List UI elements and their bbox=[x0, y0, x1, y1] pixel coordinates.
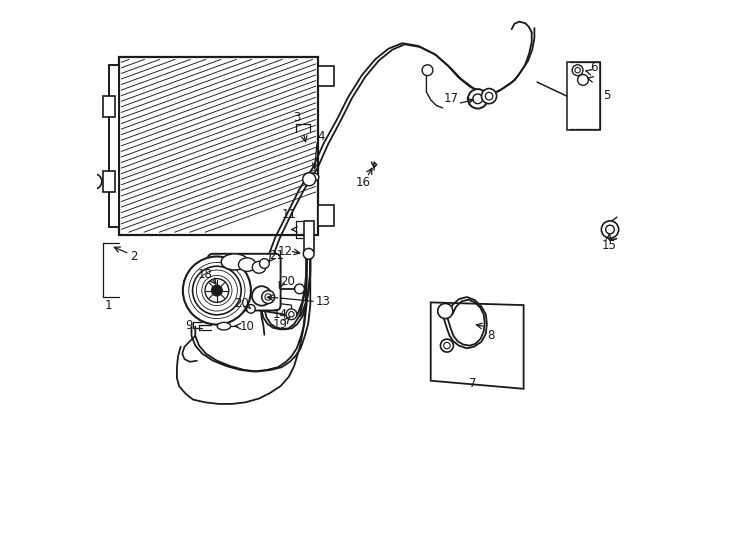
Bar bbox=[305, 221, 313, 251]
Text: 19: 19 bbox=[273, 318, 288, 330]
Bar bbox=[567, 62, 600, 130]
Text: 21: 21 bbox=[269, 249, 284, 262]
Circle shape bbox=[440, 339, 454, 352]
Circle shape bbox=[422, 65, 433, 76]
Circle shape bbox=[205, 279, 229, 302]
Circle shape bbox=[578, 75, 589, 85]
Circle shape bbox=[211, 285, 222, 296]
Bar bbox=[319, 66, 333, 86]
Circle shape bbox=[437, 303, 453, 319]
Bar bbox=[119, 57, 319, 235]
Text: 9: 9 bbox=[185, 319, 192, 332]
Circle shape bbox=[302, 173, 316, 186]
Circle shape bbox=[473, 94, 482, 104]
Bar bbox=[103, 96, 115, 117]
Text: 2: 2 bbox=[130, 250, 137, 263]
Bar bbox=[103, 171, 115, 192]
Circle shape bbox=[87, 174, 102, 189]
Ellipse shape bbox=[221, 254, 248, 270]
Circle shape bbox=[262, 291, 275, 303]
Circle shape bbox=[482, 89, 497, 104]
Circle shape bbox=[265, 294, 272, 300]
Text: 5: 5 bbox=[603, 89, 611, 102]
Circle shape bbox=[294, 284, 305, 294]
Bar bbox=[319, 205, 333, 226]
Circle shape bbox=[260, 259, 269, 268]
Circle shape bbox=[468, 89, 487, 109]
Text: 10: 10 bbox=[240, 320, 255, 333]
Circle shape bbox=[601, 221, 619, 238]
Circle shape bbox=[485, 92, 493, 100]
Circle shape bbox=[252, 286, 272, 306]
Text: 16: 16 bbox=[355, 176, 370, 189]
Ellipse shape bbox=[217, 322, 230, 330]
Bar bbox=[119, 57, 319, 235]
Text: 4: 4 bbox=[317, 130, 325, 143]
Ellipse shape bbox=[252, 261, 266, 273]
Circle shape bbox=[303, 248, 314, 259]
Text: 11: 11 bbox=[281, 208, 297, 221]
Text: 20: 20 bbox=[280, 275, 294, 288]
Circle shape bbox=[288, 312, 294, 317]
Text: 8: 8 bbox=[487, 329, 495, 342]
Text: 20: 20 bbox=[234, 297, 249, 310]
Text: 12: 12 bbox=[277, 245, 292, 258]
Circle shape bbox=[309, 173, 317, 181]
Circle shape bbox=[286, 309, 297, 320]
Text: 15: 15 bbox=[601, 239, 617, 252]
Circle shape bbox=[606, 225, 614, 234]
Ellipse shape bbox=[239, 258, 255, 271]
FancyBboxPatch shape bbox=[208, 254, 280, 310]
Circle shape bbox=[192, 266, 241, 315]
Text: 14: 14 bbox=[273, 308, 288, 321]
Text: 18: 18 bbox=[197, 268, 212, 281]
Bar bbox=[109, 65, 119, 227]
Text: 17: 17 bbox=[443, 92, 458, 105]
Circle shape bbox=[443, 342, 450, 349]
Text: 6: 6 bbox=[590, 61, 597, 74]
Text: 13: 13 bbox=[316, 295, 330, 308]
Text: 1: 1 bbox=[105, 299, 112, 312]
Circle shape bbox=[183, 256, 251, 325]
Text: 7: 7 bbox=[468, 377, 476, 390]
Circle shape bbox=[573, 65, 583, 76]
Text: 3: 3 bbox=[293, 111, 300, 124]
Ellipse shape bbox=[307, 173, 319, 181]
Circle shape bbox=[247, 305, 255, 313]
